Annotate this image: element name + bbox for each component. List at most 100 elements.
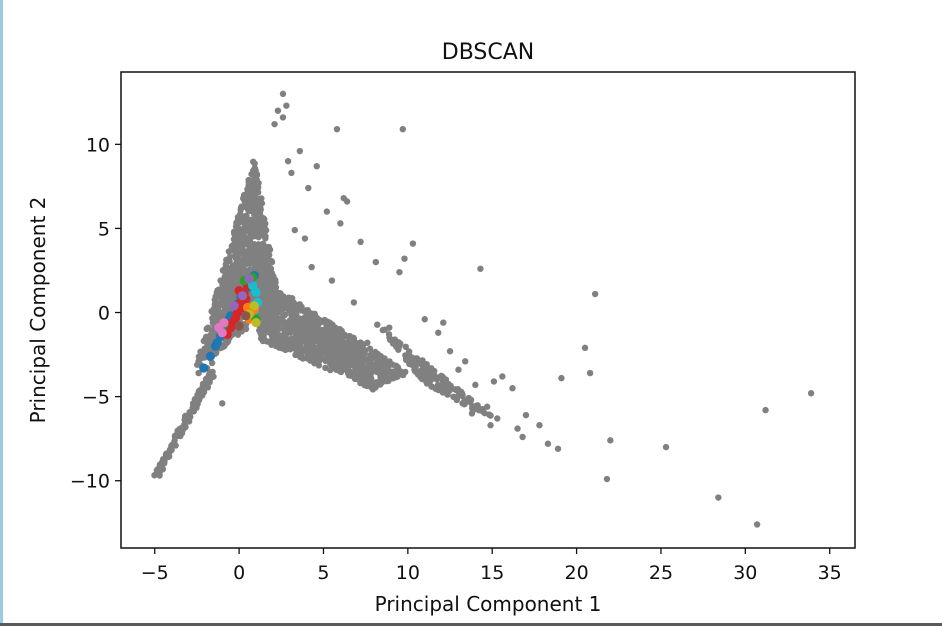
noise-point xyxy=(273,298,281,305)
y-tick-label: 10 xyxy=(86,134,110,156)
noise-point xyxy=(324,328,331,336)
noise-point xyxy=(522,411,530,419)
noise-point xyxy=(166,447,173,454)
noise-point xyxy=(438,387,446,395)
noise-point xyxy=(225,248,233,255)
noise-point xyxy=(390,368,397,375)
noise-point xyxy=(350,299,358,306)
noise-point xyxy=(293,348,300,355)
noise-point xyxy=(336,367,343,374)
cluster-point xyxy=(205,351,216,361)
x-tick-label: 10 xyxy=(396,562,420,584)
noise-point xyxy=(367,373,374,381)
noise-point xyxy=(368,349,376,357)
noise-point xyxy=(257,335,265,342)
noise-point xyxy=(241,191,248,199)
points-layer xyxy=(151,90,815,528)
noise-point xyxy=(285,339,292,347)
noise-point xyxy=(257,256,264,263)
noise-point xyxy=(394,364,402,371)
noise-point xyxy=(200,349,207,357)
noise-point xyxy=(382,364,389,371)
noise-point xyxy=(215,293,222,300)
noise-point xyxy=(219,344,226,351)
noise-point xyxy=(364,339,371,346)
noise-point xyxy=(296,342,303,349)
noise-point xyxy=(389,361,396,368)
noise-point xyxy=(238,249,245,257)
x-axis: −5 0 5 10 15 20 25 30 35 xyxy=(141,548,842,584)
noise-point xyxy=(307,339,314,347)
noise-point xyxy=(209,319,216,327)
noise-point xyxy=(280,325,287,333)
noise-point xyxy=(347,355,354,362)
x-tick-label: 35 xyxy=(818,562,842,584)
noise-point xyxy=(544,440,552,447)
noise-point xyxy=(204,324,212,331)
noise-point xyxy=(252,183,259,190)
noise-point xyxy=(316,317,324,324)
noise-point xyxy=(300,317,307,325)
cluster-point xyxy=(229,301,239,311)
noise-point xyxy=(305,321,312,329)
noise-point xyxy=(353,364,361,372)
noise-point xyxy=(197,393,204,401)
noise-point xyxy=(427,377,434,384)
noise-point xyxy=(236,232,243,239)
noise-point xyxy=(335,361,343,369)
noise-point xyxy=(357,238,364,246)
noise-point xyxy=(249,192,257,200)
noise-point xyxy=(337,220,344,227)
cluster-point xyxy=(244,274,254,284)
noise-point xyxy=(333,125,341,133)
noise-point xyxy=(349,334,356,341)
noise-point xyxy=(208,359,216,367)
noise-point xyxy=(252,207,260,215)
noise-point xyxy=(487,422,494,429)
y-tick-label: 5 xyxy=(98,218,110,240)
noise-point xyxy=(311,346,318,353)
noise-point xyxy=(386,324,393,331)
noise-point xyxy=(313,162,320,170)
noise-point xyxy=(252,166,259,174)
x-tick-label: 25 xyxy=(649,562,673,584)
noise-point xyxy=(232,268,240,275)
noise-point xyxy=(446,348,454,355)
noise-point xyxy=(200,386,207,393)
noise-point xyxy=(519,433,526,441)
noise-point xyxy=(378,375,385,382)
noise-point xyxy=(351,347,359,354)
noise-point xyxy=(271,120,278,128)
noise-point xyxy=(662,443,670,451)
noise-point xyxy=(358,374,365,381)
noise-point xyxy=(299,354,306,361)
noise-point xyxy=(365,360,373,367)
noise-point xyxy=(386,334,393,341)
noise-point xyxy=(472,381,479,389)
noise-point xyxy=(322,364,329,372)
noise-point xyxy=(246,235,253,243)
noise-point xyxy=(262,296,269,303)
noise-point xyxy=(374,321,381,328)
noise-point xyxy=(185,418,193,425)
noise-point xyxy=(274,340,282,348)
noise-point xyxy=(459,400,466,407)
noise-point xyxy=(581,344,589,352)
noise-point xyxy=(334,337,342,345)
cluster-point xyxy=(237,291,248,301)
noise-point xyxy=(396,268,403,276)
noise-point xyxy=(253,176,260,183)
noise-point xyxy=(389,340,397,347)
noise-point xyxy=(715,494,722,501)
noise-point xyxy=(258,269,266,276)
x-tick-label: 20 xyxy=(564,562,588,584)
noise-point xyxy=(274,107,282,114)
noise-point xyxy=(402,343,409,351)
noise-point xyxy=(269,305,276,313)
noise-point xyxy=(205,340,213,347)
noise-point xyxy=(268,341,275,348)
y-tick-label: 0 xyxy=(98,303,110,325)
noise-point xyxy=(342,347,350,354)
x-tick-label: 0 xyxy=(233,562,245,584)
